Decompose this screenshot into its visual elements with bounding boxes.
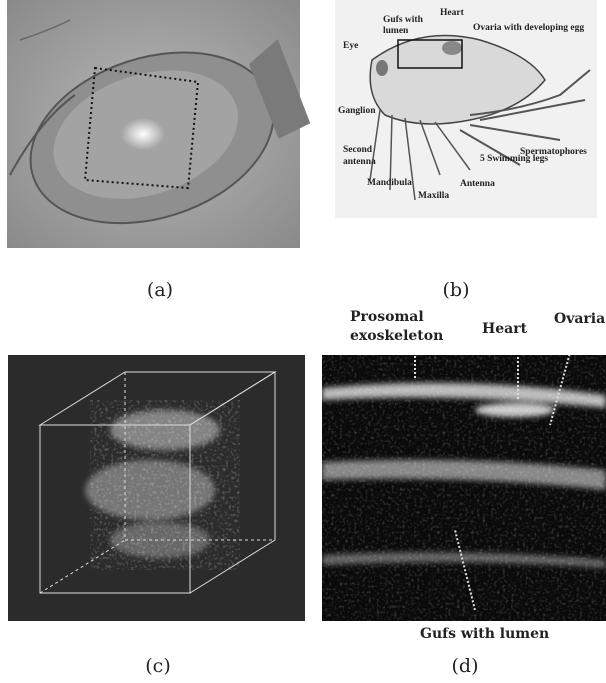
label: Mandibula bbox=[367, 178, 412, 188]
label: Heart bbox=[482, 321, 528, 337]
figure: (a) Heart Gufs with lumen Ovaria with de… bbox=[0, 0, 606, 683]
caption: (b) bbox=[443, 279, 470, 301]
label: Ganglion bbox=[338, 106, 376, 116]
label: Prosomal bbox=[350, 309, 424, 325]
label: Maxilla bbox=[418, 191, 449, 201]
panel-c-image bbox=[8, 355, 305, 621]
label: Antenna bbox=[460, 179, 495, 189]
caption: (c) bbox=[145, 655, 170, 677]
panel-a-image bbox=[7, 0, 324, 253]
caption: (a) bbox=[147, 279, 173, 301]
label: Second bbox=[343, 145, 373, 155]
label: antenna bbox=[343, 157, 376, 167]
label: Gufs with lumen bbox=[420, 626, 549, 642]
panel-d-image bbox=[322, 335, 606, 621]
label: Heart bbox=[440, 8, 465, 18]
label: Spermatophores bbox=[520, 147, 587, 157]
caption: (d) bbox=[452, 655, 479, 677]
label: exoskeleton bbox=[350, 328, 443, 344]
label: Ovaria bbox=[554, 311, 605, 327]
label: Eye bbox=[343, 41, 358, 51]
label: Ovaria with developing egg bbox=[473, 23, 584, 33]
label: lumen bbox=[383, 26, 409, 36]
label: Gufs with bbox=[383, 15, 424, 25]
